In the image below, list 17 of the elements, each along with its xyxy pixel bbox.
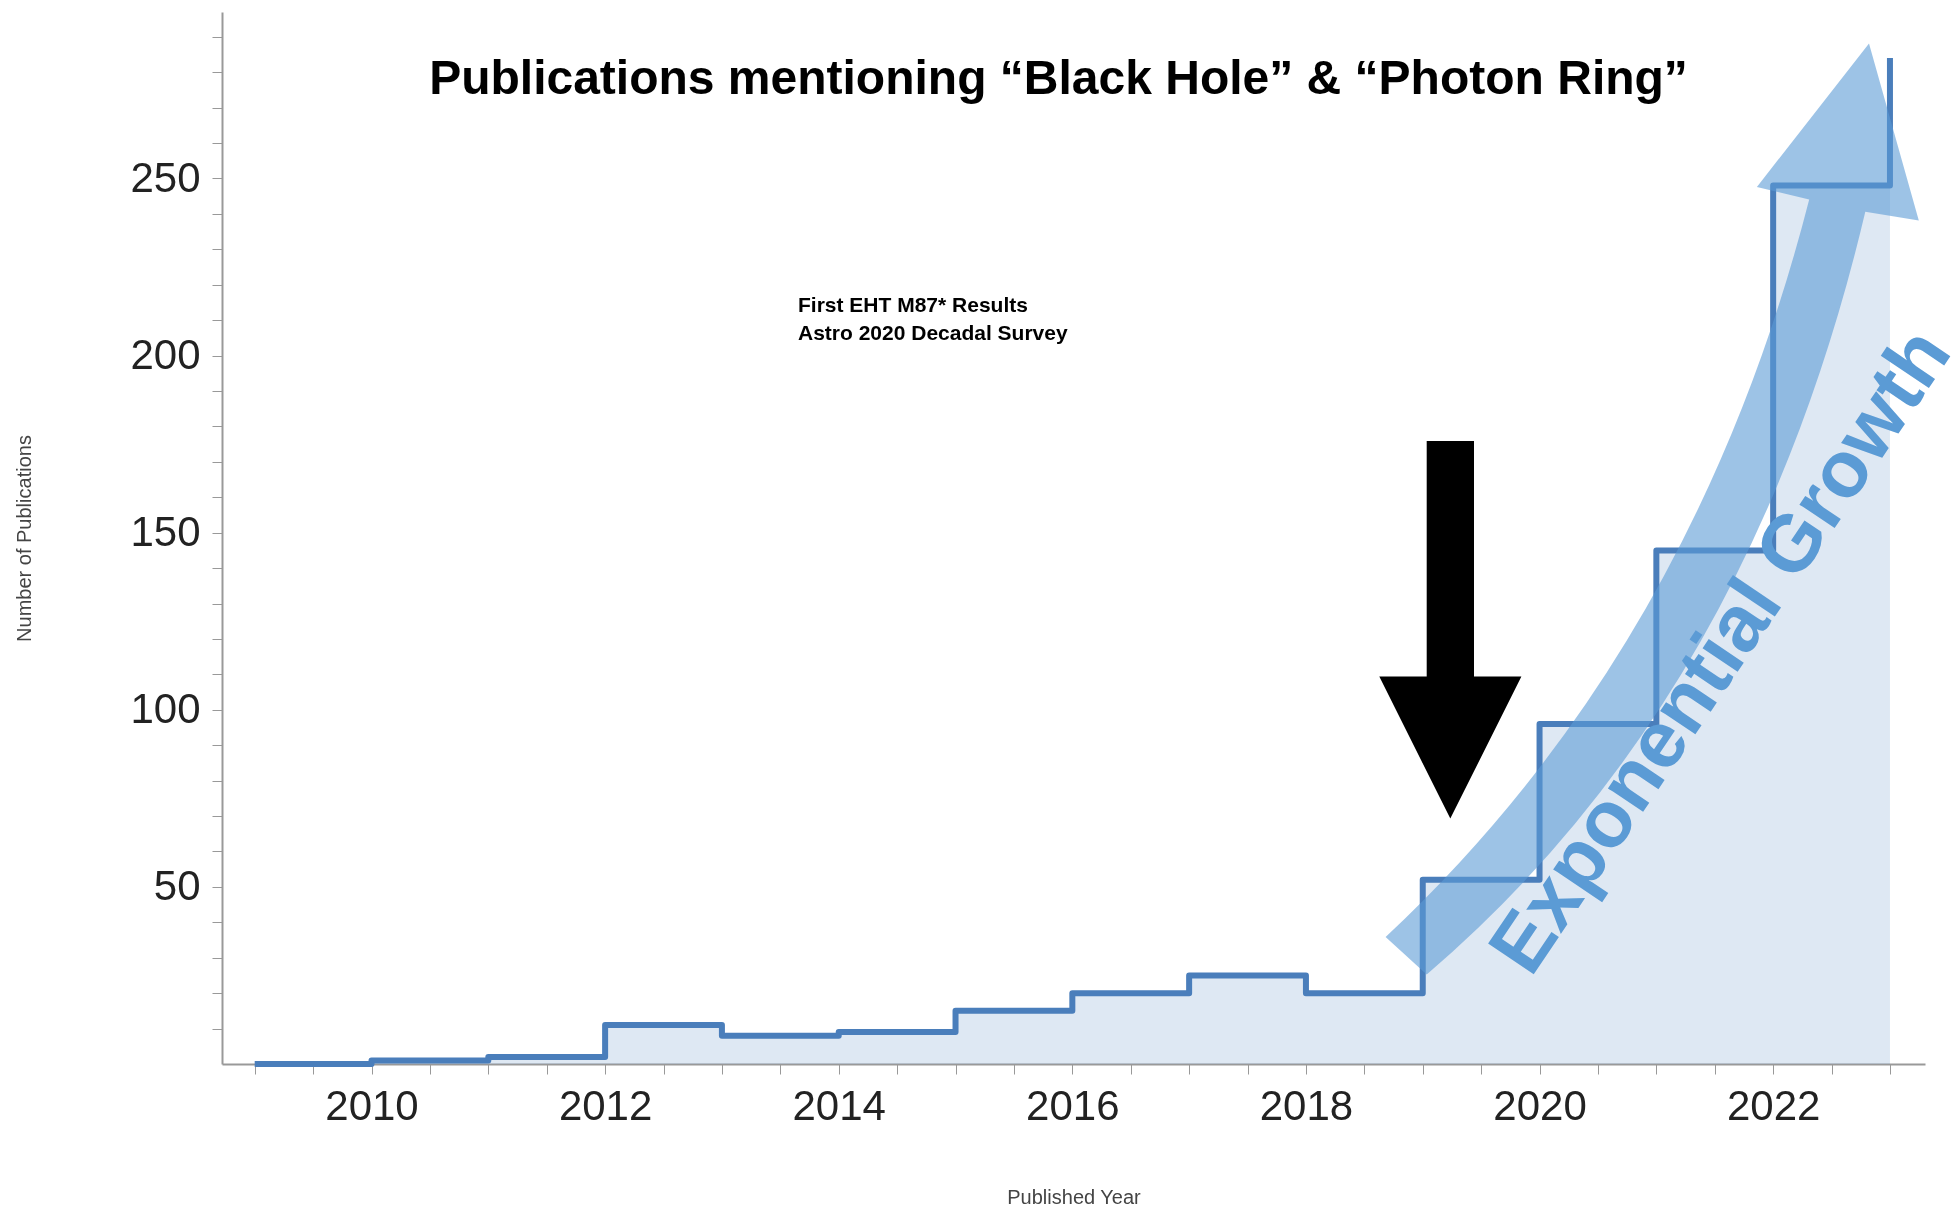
x-tick-label: 2014 (792, 1081, 886, 1129)
annotation: First EHT M87* Results (798, 293, 1028, 316)
x-tick-label: 2012 (558, 1081, 653, 1129)
y-tick-label: 50 (153, 862, 201, 910)
annotation: Astro 2020 Decadal Survey (798, 321, 1068, 344)
x-tick-label: 2018 (1259, 1081, 1354, 1129)
y-tick-label: 250 (130, 153, 201, 201)
x-tick-label: 2016 (1026, 1081, 1120, 1129)
y-tick-label: 200 (130, 331, 201, 379)
text: Publications mentioning “Black Hole” & “Photon Ring” (429, 51, 1688, 104)
y-axis-title: Number of Publications (13, 435, 36, 642)
y-tick-label: 100 (130, 685, 201, 733)
x-tick-label: 2020 (1493, 1081, 1587, 1129)
y-tick-label: 150 (130, 508, 201, 556)
x-axis-title: Published Year (1007, 1185, 1142, 1208)
x-tick-label: 2022 (1726, 1081, 1821, 1129)
x-tick-label: 2010 (325, 1081, 419, 1129)
